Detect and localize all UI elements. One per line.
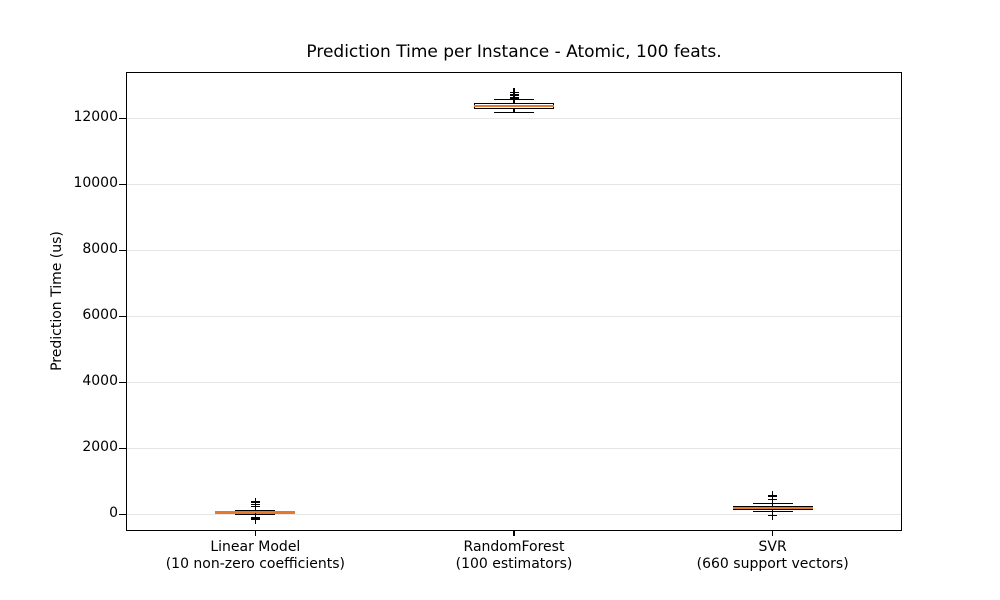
plot-area <box>126 72 902 531</box>
y-tick-mark <box>119 183 126 185</box>
gridline <box>127 513 901 515</box>
gridline <box>127 381 901 383</box>
y-tick-mark <box>119 249 126 251</box>
y-tick-mark <box>119 315 126 317</box>
y-tick-label: 0 <box>109 505 118 522</box>
y-tick-label: 8000 <box>82 241 118 258</box>
y-tick-mark <box>119 381 126 383</box>
flier-marker <box>250 514 260 524</box>
x-tick-mark <box>513 531 515 536</box>
gridline <box>127 315 901 317</box>
boxplot-median <box>732 506 813 510</box>
flier-marker <box>768 510 778 520</box>
y-tick-label: 4000 <box>82 373 118 390</box>
chart-title: Prediction Time per Instance - Atomic, 1… <box>306 42 722 62</box>
y-tick-mark <box>119 447 126 450</box>
x-tick-mark <box>254 531 256 536</box>
boxplot-median <box>215 511 296 514</box>
x-tick-label-line1: Linear Model <box>210 539 301 555</box>
y-tick-label: 6000 <box>82 307 118 324</box>
x-tick-label-line1: SVR <box>758 539 787 555</box>
gridline <box>127 447 901 449</box>
x-tick-label-line2: (660 support vectors) <box>696 556 849 572</box>
gridline <box>127 183 901 185</box>
boxplot-whisker-lower <box>513 108 515 113</box>
y-tick-label: 10000 <box>73 175 118 192</box>
boxplot-cap-lower <box>494 111 534 113</box>
y-tick-mark <box>119 513 126 516</box>
x-tick-label: Linear Model (10 non-zero coefficients) <box>115 539 395 573</box>
x-tick-label: SVR (660 support vectors) <box>633 539 913 573</box>
boxplot-whisker-lower <box>772 509 774 512</box>
flier-marker <box>509 87 519 97</box>
boxplot-whisker-upper <box>254 510 256 512</box>
boxplot-whisker-upper <box>772 503 774 507</box>
x-tick-label: RandomForest (100 estimators) <box>374 539 654 573</box>
flier-marker <box>250 501 260 511</box>
y-tick-mark <box>119 117 126 119</box>
y-tick-label: 2000 <box>82 439 118 456</box>
gridline <box>127 117 901 119</box>
flier-marker <box>768 495 778 505</box>
boxplot-median <box>474 104 554 108</box>
x-tick-label-line1: RandomForest <box>463 539 565 555</box>
gridline <box>127 249 901 251</box>
x-tick-label-line2: (100 estimators) <box>455 556 573 572</box>
x-tick-label-line2: (10 non-zero coefficients) <box>165 556 345 572</box>
x-tick-mark <box>772 531 774 536</box>
y-tick-label: 12000 <box>73 109 118 126</box>
